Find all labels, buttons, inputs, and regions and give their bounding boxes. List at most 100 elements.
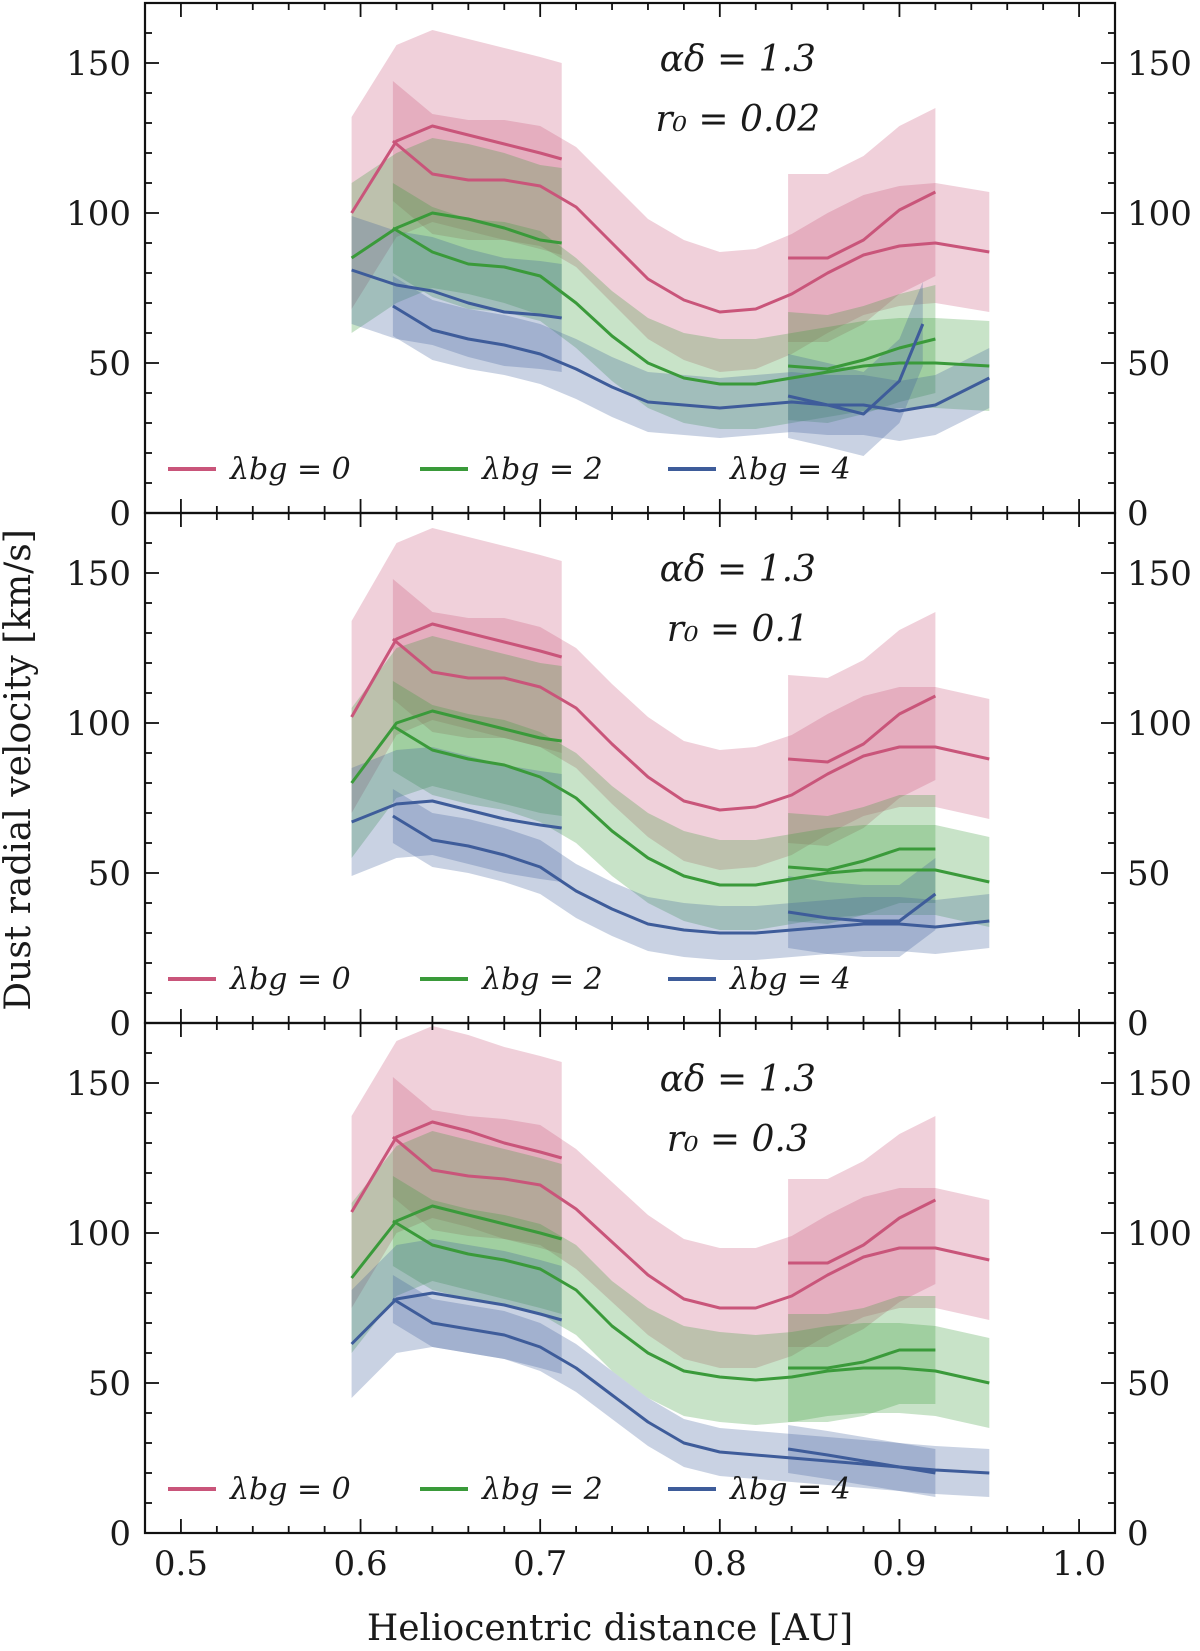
band-panel3-series3-seg2 [392, 1275, 990, 1497]
band-panel3-series1-seg1 [351, 1026, 562, 1308]
legend: λbg = 0 λbg = 2 λbg = 4 [168, 962, 851, 997]
band-panel1-series1-seg3 [788, 108, 936, 342]
band-panel1-series2-seg1 [351, 138, 562, 333]
band-panel2-series1-seg1 [351, 528, 562, 813]
annotation-r0: r₀ = 0.3 [667, 1119, 809, 1160]
y-tick-label-right: 0 [1127, 1514, 1149, 1554]
panel-2: 0 0 50 50 100 100 150 150 αδ = 1.3 r₀ = 0.1 λbg = … [66, 511, 1192, 1044]
band-panel2-series3-seg2 [392, 789, 990, 960]
y-axis-label: Dust radial velocity [km/s] [0, 529, 39, 1010]
line-panel3-series3-seg3 [787, 1447, 936, 1475]
line-panel2-series2-seg1 [350, 709, 562, 784]
y-tick-label-left: 0 [109, 1004, 131, 1044]
band-panel1-series2-seg2 [392, 183, 990, 429]
y-tick-label-left: 150 [66, 44, 131, 84]
band-panel1-series1-seg1 [351, 30, 562, 309]
y-tick-label-left: 50 [88, 344, 131, 384]
panel-plot-area [350, 1026, 990, 1497]
band-panel3-series3-seg1 [351, 1239, 562, 1398]
panel-3: 0 0 50 50 100 100 150 150 αδ = 1.3 r₀ = 0.3 λbg = … [66, 1021, 1192, 1554]
line-panel2-series3-seg3 [787, 892, 937, 923]
line-panel1-series3-seg2 [392, 304, 990, 413]
panel-plot-area [350, 528, 990, 960]
band-panel1-series3-seg1 [351, 216, 562, 372]
line-panel3-series3-seg1 [350, 1291, 563, 1346]
band-panel2-series2-seg3 [788, 795, 936, 924]
band-panel3-series2-seg3 [788, 1296, 936, 1422]
y-tick-label-left: 100 [66, 194, 131, 234]
line-panel3-series1-seg2 [391, 1135, 990, 1310]
line-panel3-series1-seg3 [788, 1198, 937, 1265]
legend-label-2: λbg = 4 [729, 962, 851, 997]
y-tick-label-right: 150 [1127, 1064, 1192, 1104]
annotation-alpha-delta: αδ = 1.3 [660, 1059, 816, 1100]
line-panel1-series1-seg2 [391, 139, 990, 314]
panel-plot-area [350, 30, 990, 456]
line-panel2-series2-seg2 [392, 724, 990, 887]
x-tick-label: 0.6 [334, 1544, 388, 1584]
x-tick-label: 0.8 [693, 1544, 747, 1584]
line-panel1-series2-seg2 [392, 226, 990, 386]
panels-group: 0 0 50 50 100 100 150 150 αδ = 1.3 r₀ = 0.02 λbg =… [66, 1, 1192, 1584]
y-tick-label-right: 50 [1127, 854, 1170, 894]
y-tick-label-left: 50 [88, 854, 131, 894]
y-tick-label-left: 100 [66, 1214, 131, 1254]
line-panel2-series1-seg3 [787, 694, 937, 764]
band-panel1-series3-seg3 [788, 282, 923, 456]
y-tick-label-left: 150 [66, 554, 131, 594]
legend-label-1: λbg = 2 [481, 962, 603, 997]
line-panel2-series1-seg1 [350, 622, 563, 718]
panel-frame [143, 1021, 1117, 1535]
line-panel1-series2-seg3 [787, 337, 936, 371]
y-tick-label-left: 50 [88, 1364, 131, 1404]
y-tick-label-left: 0 [109, 1514, 131, 1554]
x-tick-label: 0.9 [872, 1544, 926, 1584]
line-panel1-series3-seg1 [351, 268, 562, 320]
band-panel3-series1-seg2 [392, 1077, 990, 1368]
y-tick-label-right: 150 [1127, 554, 1192, 594]
y-tick-label-right: 0 [1127, 494, 1149, 534]
line-panel2-series1-seg2 [391, 637, 990, 812]
y-tick-label-left: 150 [66, 1064, 131, 1104]
line-panel2-series3-seg2 [392, 814, 990, 935]
y-tick-label-right: 50 [1127, 1364, 1170, 1404]
line-panel3-series2-seg1 [350, 1204, 563, 1279]
y-tick-label-left: 100 [66, 704, 131, 744]
x-axis-label: Heliocentric distance [AU] [367, 1608, 853, 1649]
y-tick-label-right: 100 [1127, 1214, 1192, 1254]
line-panel3-series2-seg2 [392, 1219, 990, 1385]
band-panel2-series1-seg3 [788, 612, 936, 846]
annotation-alpha-delta: αδ = 1.3 [660, 549, 816, 590]
legend-label-2: λbg = 4 [729, 452, 851, 487]
y-tick-label-right: 100 [1127, 194, 1192, 234]
legend-label-1: λbg = 2 [481, 1472, 603, 1507]
y-tick-label-right: 50 [1127, 344, 1170, 384]
y-tick-label-left: 0 [109, 494, 131, 534]
band-panel3-series1-seg3 [788, 1116, 936, 1347]
annotation-r0: r₀ = 0.1 [667, 609, 809, 650]
legend-label-0: λbg = 0 [229, 452, 351, 487]
line-panel3-series2-seg3 [788, 1348, 936, 1370]
line-panel1-series2-seg1 [350, 211, 562, 260]
band-panel3-series2-seg1 [351, 1131, 562, 1353]
y-tick-label-right: 150 [1127, 44, 1192, 84]
line-panel1-series3-seg3 [787, 323, 925, 416]
line-panel2-series2-seg3 [787, 847, 936, 872]
band-panel2-series3-seg3 [788, 858, 936, 957]
legend: λbg = 0 λbg = 2 λbg = 4 [168, 1472, 851, 1507]
legend: λbg = 0 λbg = 2 λbg = 4 [168, 452, 851, 487]
band-panel1-series2-seg3 [788, 285, 936, 423]
x-tick-label: 0.7 [513, 1544, 567, 1584]
band-panel1-series3-seg2 [392, 276, 990, 441]
x-tick-label: 1.0 [1052, 1544, 1106, 1584]
annotation-r0: r₀ = 0.02 [655, 99, 820, 140]
line-panel2-series3-seg1 [351, 799, 562, 830]
line-panel3-series3-seg2 [392, 1297, 990, 1475]
band-panel2-series2-seg1 [351, 636, 562, 858]
y-tick-label-right: 0 [1127, 1004, 1149, 1044]
band-panel2-series3-seg1 [351, 747, 562, 882]
line-panel1-series1-seg1 [350, 124, 563, 214]
legend-label-1: λbg = 2 [481, 452, 603, 487]
x-tick-label: 0.5 [154, 1544, 208, 1584]
